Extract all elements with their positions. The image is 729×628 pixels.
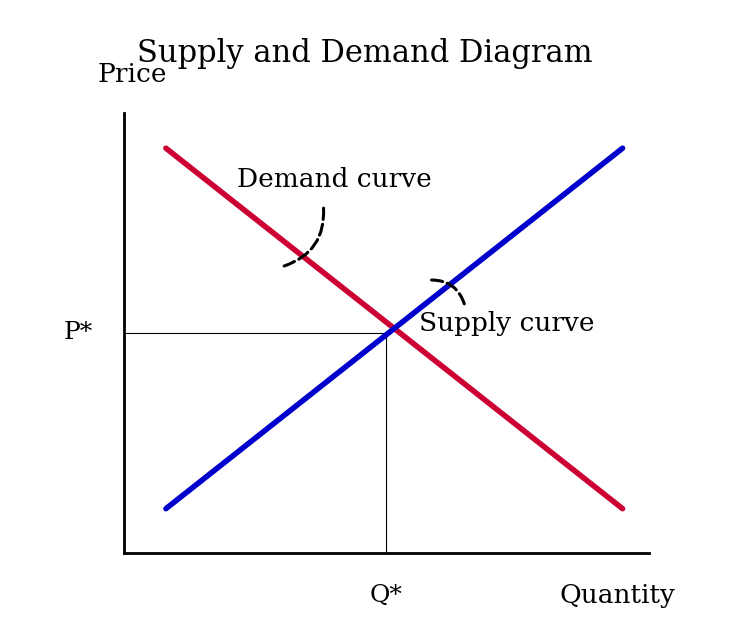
Text: Quantity: Quantity [559,583,675,609]
Text: Q*: Q* [370,583,403,607]
Text: Supply curve: Supply curve [419,311,595,336]
Text: Demand curve: Demand curve [236,167,432,192]
Text: Price: Price [98,62,167,87]
Text: P*: P* [63,322,93,344]
Text: Supply and Demand Diagram: Supply and Demand Diagram [137,38,592,68]
